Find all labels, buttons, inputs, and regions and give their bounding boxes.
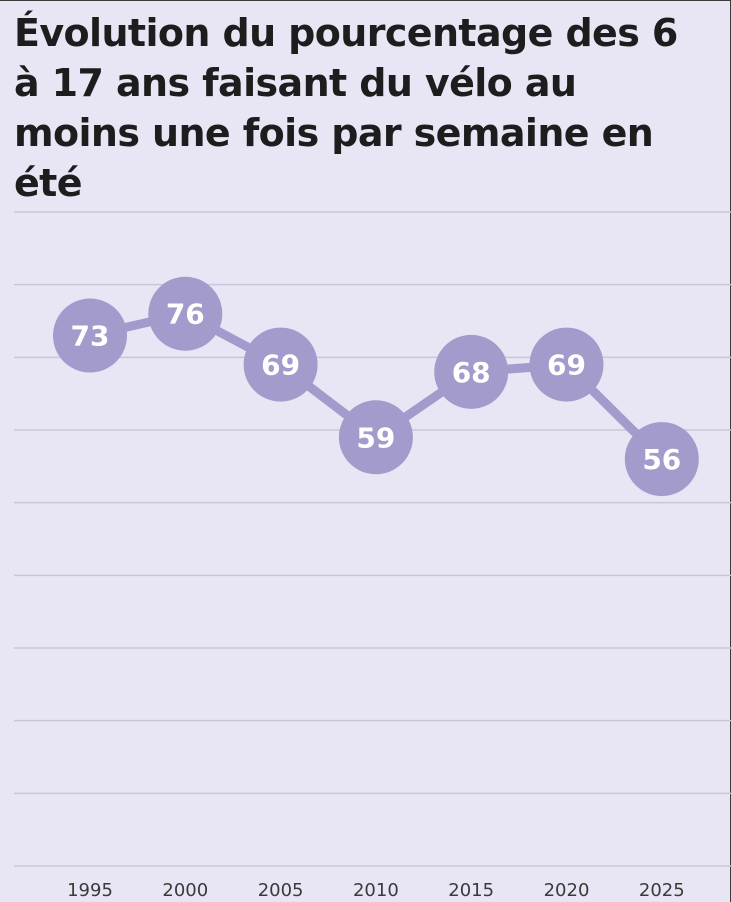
gridlines xyxy=(14,211,731,867)
data-label-2020: 69 xyxy=(547,349,586,382)
chart-title: Évolution du pourcentage des 6 à 17 ans … xyxy=(14,11,678,205)
x-tick-label-2010: 2010 xyxy=(353,880,399,901)
data-point-1995 xyxy=(53,298,127,373)
data-label-1995: 73 xyxy=(71,320,110,353)
data-label-2015: 68 xyxy=(452,356,491,389)
data-point-2005 xyxy=(243,327,318,402)
data-point-2015 xyxy=(434,334,509,409)
data-label-2010: 59 xyxy=(356,421,395,454)
x-tick-label-2020: 2020 xyxy=(544,880,590,901)
data-label-2005: 69 xyxy=(261,349,300,382)
data-label-2000: 76 xyxy=(166,298,205,331)
x-tick-label-1995: 1995 xyxy=(67,880,113,901)
data-point-2000 xyxy=(148,276,223,351)
data-points: 73 76 69 59 68 69 56 xyxy=(53,276,699,497)
x-tick-label-2000: 2000 xyxy=(162,880,208,901)
x-tick-label-2015: 2015 xyxy=(448,880,494,901)
data-point-2025 xyxy=(624,422,699,497)
data-label-2025: 56 xyxy=(642,443,681,476)
data-point-2010 xyxy=(338,400,413,475)
x-tick-label-2005: 2005 xyxy=(258,880,304,901)
top-border xyxy=(0,0,731,1)
data-point-2020 xyxy=(529,327,604,402)
x-axis-tick-labels: 1995 2000 2005 2010 2015 2020 2025 xyxy=(67,880,685,901)
x-tick-label-2025: 2025 xyxy=(639,880,685,901)
